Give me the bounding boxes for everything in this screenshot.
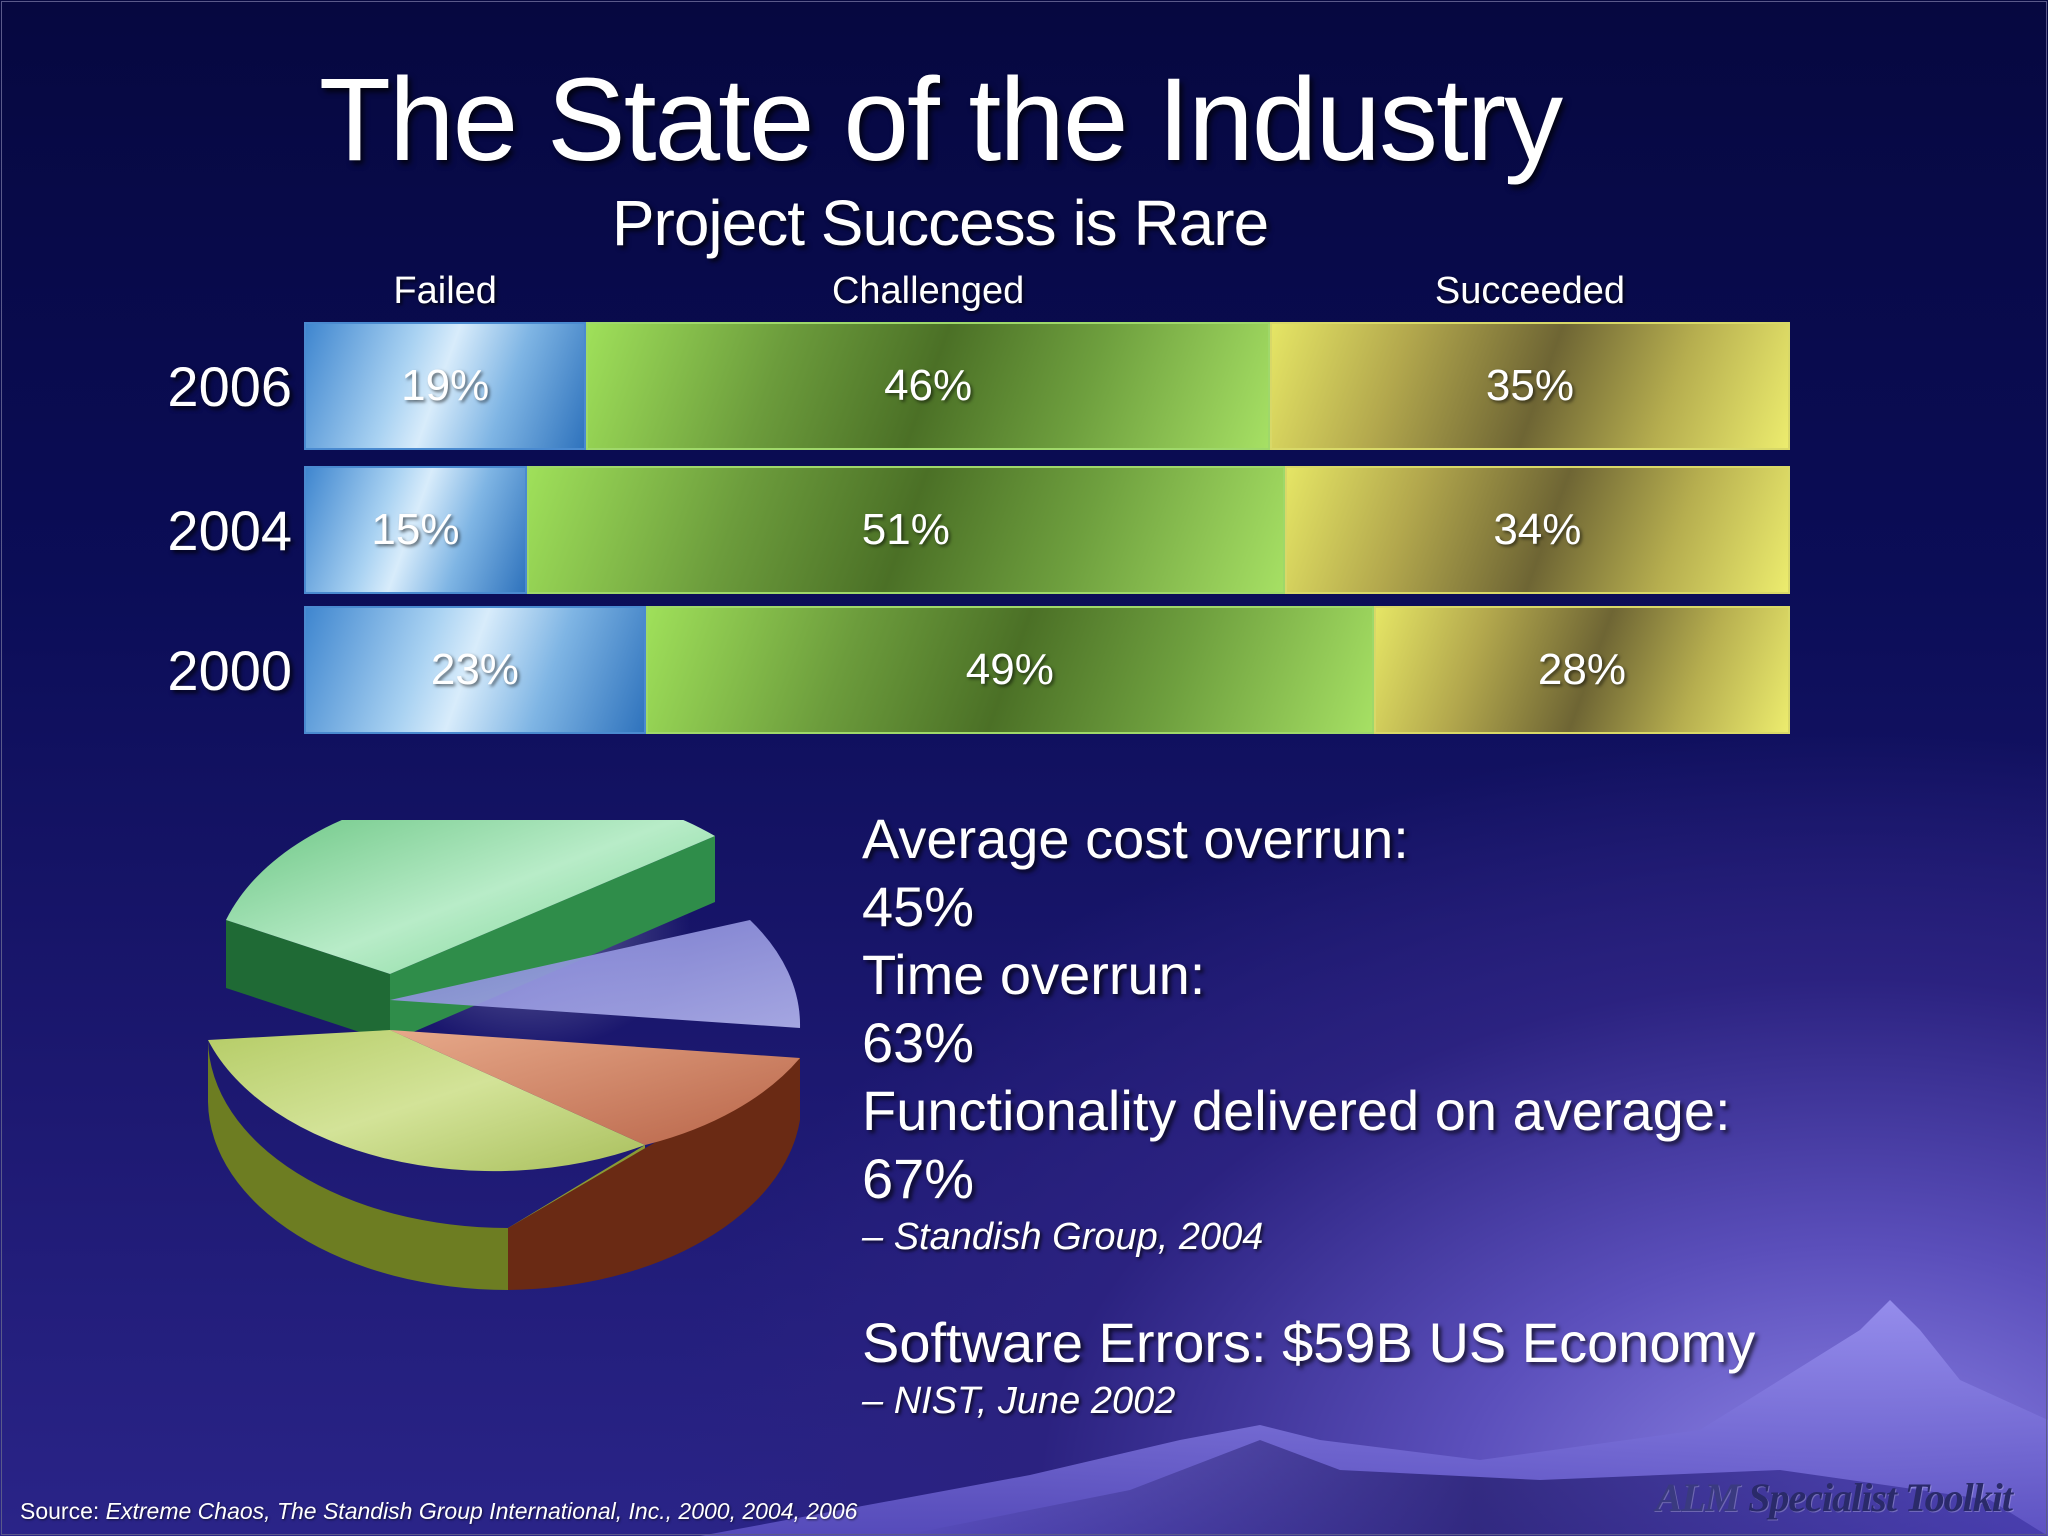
data-label: 23% [430,645,519,694]
functionality-label: Functionality delivered on average: [862,1079,1731,1142]
data-label: 46% [884,361,973,410]
year-label-2004: 2004 [167,499,292,562]
bar-segment-failed-2006: 19% [304,322,587,450]
year-label-2006: 2006 [167,355,292,418]
legend-succeeded: Succeeded [1434,270,1626,312]
bar-segment-failed-2000: 23% [304,606,646,734]
source-prefix: Source: [20,1498,106,1524]
bar-row-2000: 23% 49% 28% [304,606,1790,734]
data-label: 28% [1537,645,1626,694]
data-label: 34% [1493,505,1582,554]
bar-segment-succeeded-2000: 28% [1373,606,1790,734]
slide-title: The State of the Industry [318,54,1563,186]
year-label-2000: 2000 [167,639,292,702]
data-label: 51% [861,505,950,554]
time-overrun-value: 63% [862,1011,975,1074]
cost-overrun-value: 45% [862,875,975,938]
brand-logo: ALM Specialist Toolkit [1655,1474,2013,1521]
data-label: 19% [401,361,490,410]
bar-segment-challenged-2004: 51% [526,466,1285,594]
functionality-value: 67% [862,1147,975,1210]
bar-segment-failed-2004: 15% [304,466,527,594]
bar-segment-succeeded-2006: 35% [1269,322,1790,450]
bar-segment-challenged-2006: 46% [586,322,1270,450]
3d-pie-chart-icon [208,820,801,1290]
brand-lead: ALM [1655,1475,1740,1520]
bar-row-2004: 15% 51% 34% [304,466,1790,594]
data-label: 35% [1485,361,1574,410]
brand-rest: Specialist Toolkit [1739,1475,2013,1520]
legend-failed: Failed [393,270,497,312]
data-label: 15% [371,505,460,554]
source-reference: Extreme Chaos, The Standish Group Intern… [105,1498,858,1524]
standish-citation: – Standish Group, 2004 [862,1216,1264,1258]
bar-segment-succeeded-2004: 34% [1284,466,1790,594]
bar-segment-challenged-2000: 49% [645,606,1374,734]
software-errors-stat: Software Errors: $59B US Economy [862,1311,1756,1374]
source-note: Source: Extreme Chaos, The Standish Grou… [20,1498,857,1525]
data-label: 49% [965,645,1054,694]
slide-subtitle: Project Success is Rare [611,187,1269,259]
time-overrun-label: Time overrun: [862,943,1206,1006]
cost-overrun-label: Average cost overrun: [862,807,1409,870]
nist-citation: – NIST, June 2002 [862,1380,1176,1422]
legend-challenged: Challenged [831,270,1025,312]
bar-row-2006: 19% 46% 35% [304,322,1790,450]
